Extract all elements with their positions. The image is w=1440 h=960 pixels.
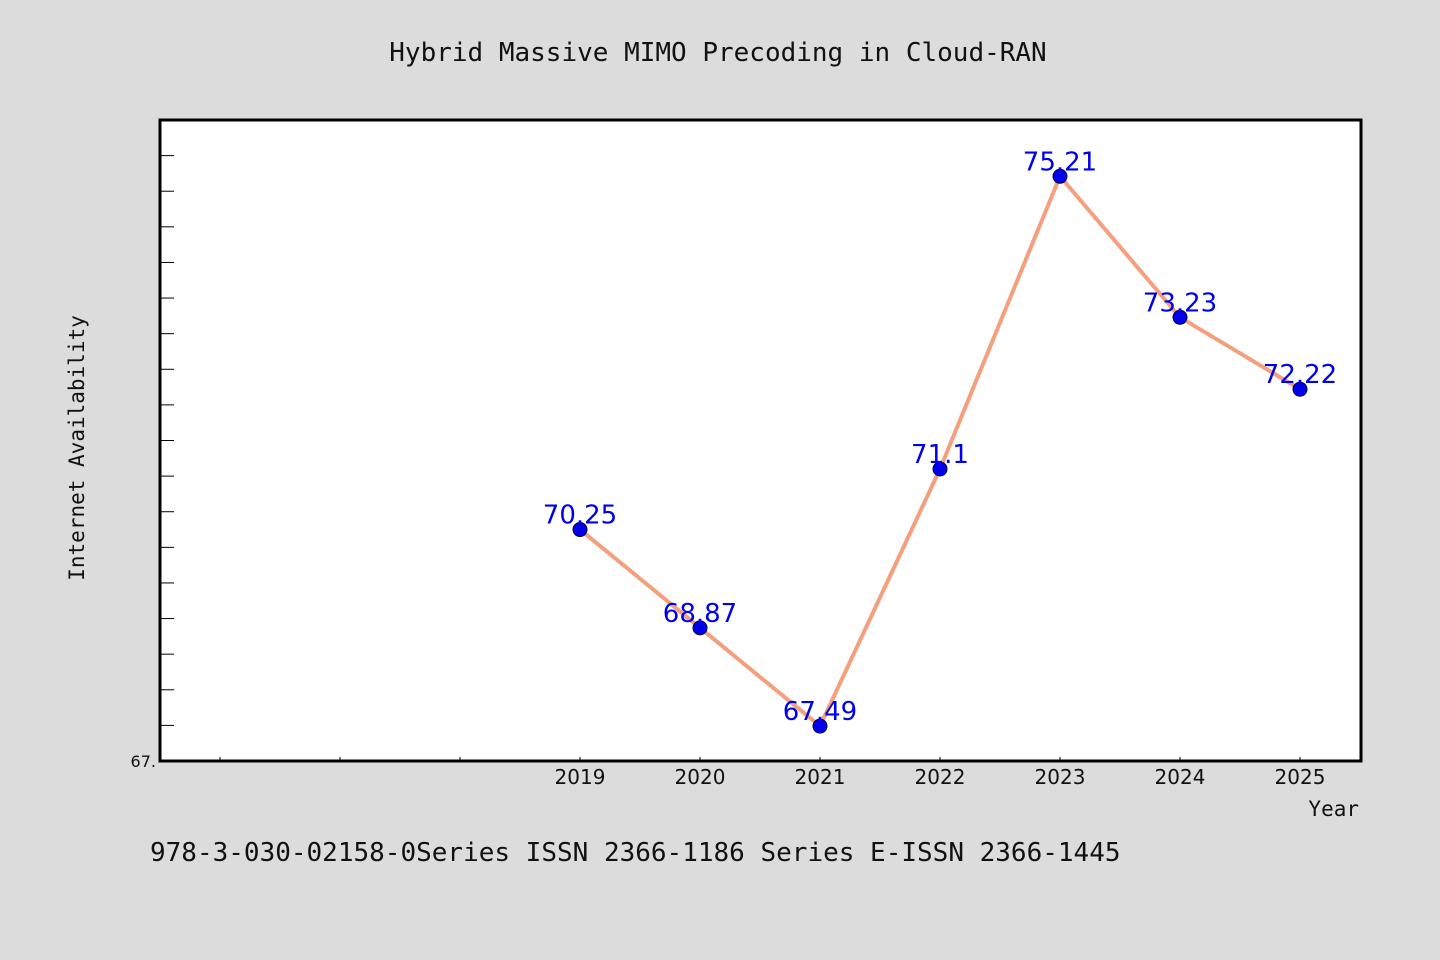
x-tick-label: 2021 (795, 765, 846, 789)
y-axis-ticks: 67. (131, 119, 174, 771)
data-point (932, 461, 948, 477)
data-label: 70.25 (543, 501, 617, 531)
y-tick-label: 67. (131, 752, 156, 771)
data-label: 75.21 (1023, 147, 1097, 177)
data-point (1172, 309, 1188, 325)
data-label: 68.87 (663, 599, 737, 629)
data-label: 72.22 (1263, 360, 1337, 390)
y-axis-label: Internet Availability (65, 315, 89, 581)
plot-area (158, 118, 1363, 763)
x-tick-label: 2019 (555, 765, 606, 789)
data-label: 67.49 (783, 697, 857, 727)
x-tick-label: 2024 (1155, 765, 1206, 789)
x-tick-label: 2020 (675, 765, 726, 789)
data-point (1052, 168, 1068, 184)
data-label: 73.23 (1143, 288, 1217, 318)
footer-text: 978-3-030-02158-0Series ISSN 2366-1186 S… (150, 838, 1121, 868)
x-axis-label: Year (1308, 797, 1359, 821)
series-layer: 70.25 68.87 67.49 71.1 75.21 73.23 72.22 (543, 147, 1337, 734)
data-point (1292, 381, 1308, 397)
data-point (692, 620, 708, 636)
data-point (572, 522, 588, 538)
data-point (812, 718, 828, 734)
x-tick-label: 2022 (915, 765, 966, 789)
x-tick-label: 2025 (1275, 765, 1326, 789)
chart-title: Hybrid Massive MIMO Precoding in Cloud-R… (389, 38, 1046, 68)
x-tick-label: 2023 (1035, 765, 1086, 789)
data-label: 71.1 (911, 440, 969, 470)
x-axis-ticks: 2019 2020 2021 2022 2023 2024 2025 (219, 757, 1326, 789)
